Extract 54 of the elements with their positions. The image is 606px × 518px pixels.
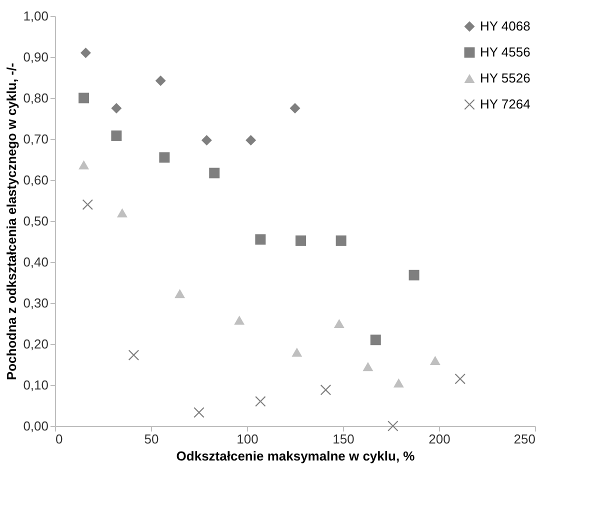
y-tick-label: 0,80 bbox=[23, 90, 48, 106]
point bbox=[116, 208, 128, 218]
point bbox=[155, 76, 166, 86]
point bbox=[430, 356, 440, 365]
y-tick-label: 0,60 bbox=[23, 172, 48, 188]
x-tick-label: 0 bbox=[56, 432, 63, 446]
x-axis-title: Odkształcenie maksymalne w cyklu, % bbox=[176, 448, 416, 464]
point bbox=[82, 199, 93, 210]
y-tick-label: 0,70 bbox=[23, 132, 48, 146]
point bbox=[296, 235, 306, 246]
point bbox=[255, 234, 266, 245]
point bbox=[334, 318, 344, 328]
legend-label: HY 5526 bbox=[480, 70, 530, 86]
x-tick-label: 50 bbox=[144, 432, 159, 446]
point bbox=[336, 235, 346, 246]
y-tick-label: 1,00 bbox=[23, 8, 48, 24]
point bbox=[111, 103, 122, 114]
point bbox=[234, 316, 245, 325]
legend-label: HY 4068 bbox=[480, 18, 530, 34]
legend-label: HY 7264 bbox=[480, 96, 530, 112]
point bbox=[159, 152, 170, 163]
y-tick-label: 0,40 bbox=[23, 254, 48, 270]
point bbox=[454, 374, 466, 384]
y-tick-label: 0,10 bbox=[23, 378, 48, 392]
point bbox=[292, 348, 302, 357]
point bbox=[194, 407, 204, 418]
point bbox=[78, 92, 90, 104]
y-tick-label: 0,00 bbox=[23, 418, 48, 434]
y-tick-label: 0,50 bbox=[23, 214, 48, 228]
x-tick-label: 200 bbox=[428, 432, 450, 446]
point bbox=[80, 48, 91, 58]
point bbox=[201, 134, 212, 146]
point bbox=[209, 168, 220, 178]
point bbox=[111, 130, 122, 141]
point bbox=[320, 384, 331, 396]
point bbox=[128, 350, 139, 360]
point bbox=[246, 134, 256, 146]
y-tick-label: 0,20 bbox=[23, 336, 48, 352]
point bbox=[362, 362, 374, 372]
point bbox=[408, 270, 420, 280]
point bbox=[388, 420, 398, 432]
point bbox=[393, 378, 404, 388]
x-tick-label: 150 bbox=[332, 432, 354, 446]
x-tick-label: 250 bbox=[514, 432, 536, 446]
point bbox=[290, 103, 300, 114]
point bbox=[370, 334, 381, 346]
y-tick-label: 0,30 bbox=[23, 296, 48, 310]
y-tick-label: 0,90 bbox=[23, 50, 48, 64]
legend-label: HY 4556 bbox=[480, 44, 530, 60]
point bbox=[174, 289, 186, 298]
point bbox=[255, 396, 266, 407]
x-tick-label: 100 bbox=[236, 432, 258, 446]
y-axis-title: Pochodna z odkształcenia elastycznego w cyklu, -/- bbox=[4, 62, 20, 380]
point bbox=[78, 160, 90, 170]
